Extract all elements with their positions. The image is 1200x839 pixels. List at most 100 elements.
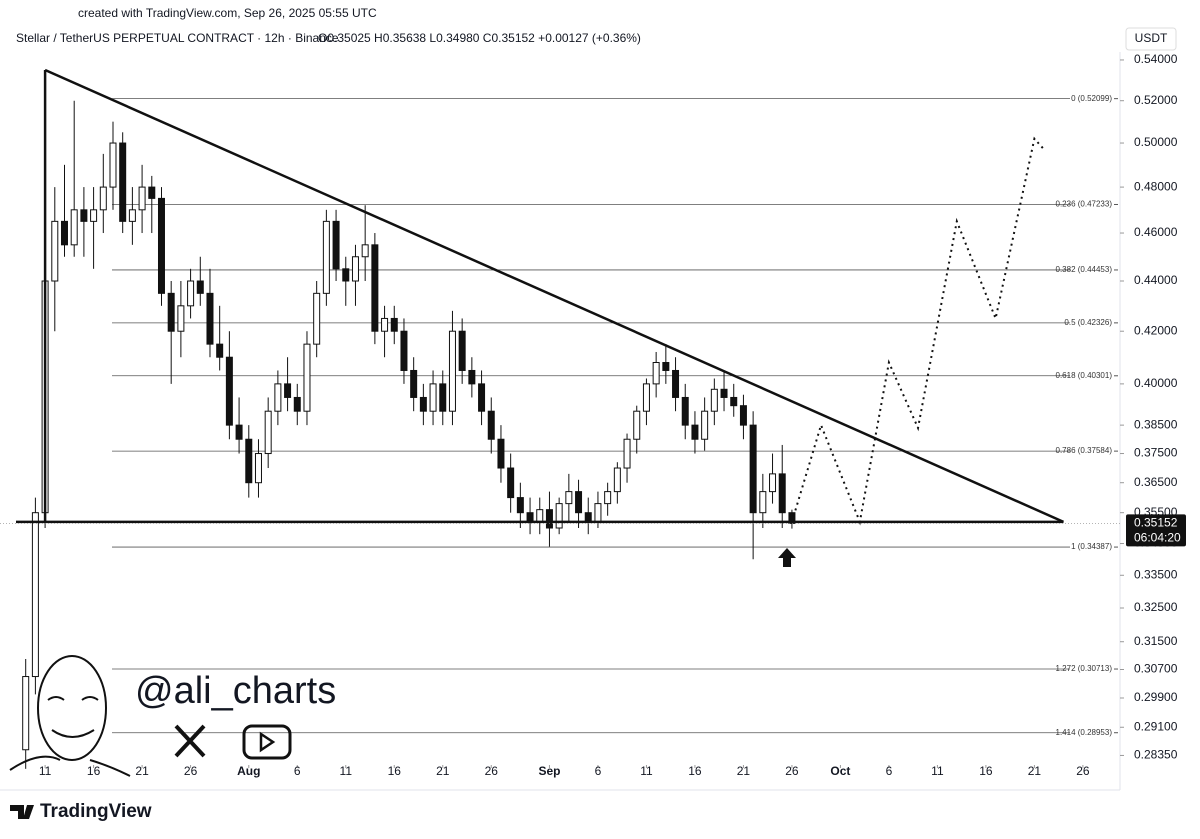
avatar	[9, 655, 131, 777]
candle-body	[51, 220, 59, 282]
candle-body	[604, 491, 612, 505]
candle-body	[148, 186, 156, 199]
symbol: Stellar / TetherUS PERPETUAL CONTRACT · …	[16, 31, 339, 45]
x-tick-label: 16	[688, 764, 702, 778]
y-tick-label: 0.37500	[1134, 446, 1178, 460]
candle-body	[507, 467, 515, 499]
x-tick-label: 21	[737, 764, 751, 778]
x-tick-label: 11	[39, 764, 52, 778]
candle-body	[351, 256, 359, 282]
y-tick-label: 0.31500	[1134, 634, 1178, 648]
plot: 0.54000 0.52000 0.50000 0.48000 0.46000 0.440…	[0, 52, 1186, 791]
candle-body	[167, 292, 175, 332]
y-tick-label: 0.50000	[1134, 135, 1178, 149]
candle-body	[381, 317, 389, 332]
candle-body	[710, 388, 718, 412]
x-tick-label: 26	[1076, 764, 1090, 778]
fib-label: 0.382 (0.44453)	[1056, 265, 1113, 274]
candle-body	[526, 512, 534, 523]
currency-box	[1125, 27, 1177, 51]
candle-body	[371, 244, 379, 332]
x-tick-label: 26	[785, 764, 799, 778]
candle-body	[584, 512, 592, 523]
candle-body	[487, 410, 495, 440]
candle-body	[70, 209, 78, 246]
y-tick-label: 0.38500	[1134, 417, 1178, 431]
currency: USDT	[1135, 31, 1168, 45]
x-tick-label: 16	[87, 764, 101, 778]
trendline	[44, 68, 1065, 523]
candle-body	[31, 512, 39, 678]
candle-body	[410, 369, 418, 398]
x-tick-label: 11	[340, 764, 353, 778]
x-tick-label: 6	[595, 764, 602, 778]
candle-body	[565, 491, 573, 505]
y-tick-label: 0.52000	[1134, 93, 1178, 107]
projection-path	[790, 136, 1045, 526]
candle-body	[206, 292, 214, 345]
candle-body	[254, 453, 262, 484]
candle-body	[468, 369, 476, 385]
candle-body	[788, 512, 796, 524]
candle-body	[749, 424, 757, 514]
x-tick-label: 26	[485, 764, 499, 778]
fib-label: 1 (0.34387)	[1071, 542, 1112, 551]
candle-body	[536, 509, 544, 523]
fib-label: 1.272 (0.30713)	[1056, 664, 1113, 673]
candle-body	[642, 383, 650, 412]
x-tick-label: 16	[979, 764, 993, 778]
candle-body	[22, 676, 30, 751]
candle-body	[419, 396, 427, 412]
x-tick-label: 26	[184, 764, 198, 778]
candle-body	[633, 410, 641, 440]
candle-body	[80, 209, 88, 222]
x-tick-label: 6	[294, 764, 301, 778]
x-tick-label: 21	[436, 764, 450, 778]
fib-label: 0.786 (0.37584)	[1056, 446, 1113, 455]
y-tick-label: 0.33500	[1134, 567, 1178, 581]
candle-body	[555, 503, 563, 529]
candle-body	[235, 424, 243, 440]
candle-body	[497, 438, 505, 469]
x-tick-label: 21	[135, 764, 149, 778]
candle-body	[681, 396, 689, 426]
x-tick-label: Oct	[830, 764, 850, 778]
candle-body	[322, 220, 330, 294]
candle-body	[448, 330, 456, 412]
candle-body	[216, 343, 224, 358]
candle-body	[303, 343, 311, 412]
watermark-handle: @ali_charts	[135, 670, 336, 712]
candle-body	[90, 209, 98, 222]
candle-body	[60, 220, 68, 246]
candle-body	[439, 383, 447, 412]
x-icon	[174, 724, 206, 758]
candle-body	[99, 186, 107, 211]
y-tick-label: 0.32500	[1134, 600, 1178, 614]
fib-label: 0.5 (0.42326)	[1064, 318, 1112, 327]
y-tick-label: 0.44000	[1134, 273, 1178, 287]
candle-body	[691, 424, 699, 440]
y-tick-label: 0.30700	[1134, 662, 1178, 676]
candle-body	[701, 410, 709, 440]
y-tick-label: 0.40000	[1134, 376, 1178, 390]
x-tick-label: 11	[640, 764, 653, 778]
y-tick-label: 0.46000	[1134, 225, 1178, 239]
candle-body	[429, 383, 437, 412]
price-tag	[1126, 514, 1186, 547]
candle-body	[739, 405, 747, 426]
candle-body	[575, 491, 583, 514]
fib-label: 1.414 (0.28953)	[1056, 728, 1113, 737]
brand: TradingView	[40, 801, 152, 822]
x-tick-label: Sep	[538, 764, 560, 778]
candle-body	[274, 383, 282, 412]
x-tick-label: 21	[1028, 764, 1042, 778]
candle-body	[478, 383, 486, 412]
candle-body	[177, 305, 185, 332]
y-tick-label: 0.29900	[1134, 690, 1178, 704]
fib-label: 0.618 (0.40301)	[1056, 371, 1113, 380]
candle-body	[157, 197, 165, 294]
candle-body	[458, 330, 466, 371]
candle-body	[545, 509, 553, 529]
